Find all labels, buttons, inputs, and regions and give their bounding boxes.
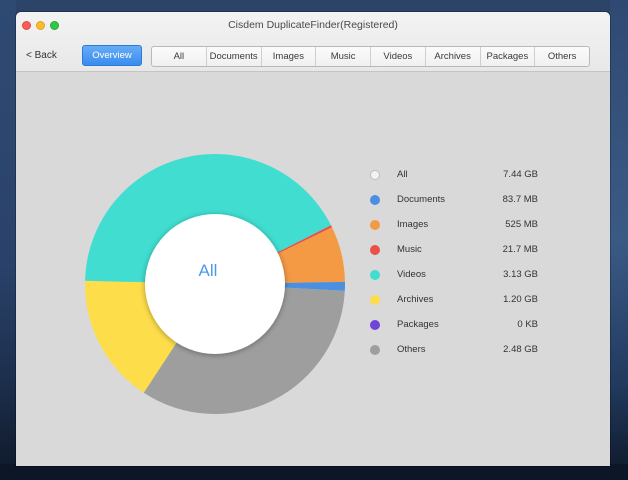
overview-button[interactable]: Overview bbox=[82, 45, 142, 66]
legend-swatch-others bbox=[370, 345, 380, 355]
back-button[interactable]: < Back bbox=[26, 50, 57, 61]
legend-row-images[interactable]: Images 525 MB bbox=[370, 218, 550, 243]
desktop-background-right bbox=[610, 0, 628, 480]
window-title: Cisdem DuplicateFinder(Registered) bbox=[228, 19, 398, 31]
desktop-background-bottom bbox=[0, 464, 628, 480]
legend-label: Images bbox=[397, 219, 429, 230]
legend-size: 3.13 GB bbox=[503, 269, 538, 280]
legend-label: All bbox=[397, 169, 408, 180]
legend-swatch-images bbox=[370, 220, 380, 230]
tab-music[interactable]: Music bbox=[316, 47, 371, 66]
legend-swatch-all bbox=[370, 170, 380, 180]
tab-others[interactable]: Others bbox=[547, 51, 577, 62]
tab-videos[interactable]: Videos bbox=[371, 47, 426, 66]
legend-label: Others bbox=[397, 344, 426, 355]
tab-images[interactable]: Images bbox=[262, 47, 317, 66]
legend-row-others[interactable]: Others 2.48 GB bbox=[370, 343, 550, 368]
maximize-window-button[interactable] bbox=[50, 21, 59, 30]
legend-label: Videos bbox=[397, 269, 426, 280]
donut-center-label: All bbox=[198, 261, 218, 280]
title-bar: Cisdem DuplicateFinder(Registered) < Bac… bbox=[16, 12, 610, 72]
size-legend: All 7.44 GB Documents 83.7 MB Images 525… bbox=[370, 168, 550, 368]
legend-label: Packages bbox=[397, 319, 439, 330]
close-window-button[interactable] bbox=[22, 21, 31, 30]
donut-center-hole bbox=[145, 214, 285, 354]
legend-size: 21.7 MB bbox=[502, 244, 538, 255]
legend-row-documents[interactable]: Documents 83.7 MB bbox=[370, 193, 550, 218]
tab-documents[interactable]: Documents bbox=[207, 47, 262, 66]
desktop-background-left bbox=[0, 0, 16, 480]
legend-swatch-videos bbox=[370, 270, 380, 280]
legend-size: 2.48 GB bbox=[503, 344, 538, 355]
legend-swatch-music bbox=[370, 245, 380, 255]
legend-swatch-packages bbox=[370, 320, 380, 330]
legend-size: 7.44 GB bbox=[503, 169, 538, 180]
tab-all[interactable]: All bbox=[152, 47, 207, 66]
size-donut-chart[interactable] bbox=[70, 139, 360, 429]
legend-row-music[interactable]: Music 21.7 MB bbox=[370, 243, 550, 268]
legend-row-packages[interactable]: Packages 0 KB bbox=[370, 318, 550, 343]
app-window: Cisdem DuplicateFinder(Registered) < Bac… bbox=[16, 12, 610, 466]
legend-label: Archives bbox=[397, 294, 434, 305]
legend-size: 0 KB bbox=[517, 319, 538, 330]
legend-swatch-archives bbox=[370, 295, 380, 305]
tab-packages[interactable]: Packages bbox=[481, 47, 536, 66]
legend-row-archives[interactable]: Archives 1.20 GB bbox=[370, 293, 550, 318]
legend-row-videos[interactable]: Videos 3.13 GB bbox=[370, 268, 550, 293]
legend-row-all[interactable]: All 7.44 GB bbox=[370, 168, 550, 193]
tab-archives[interactable]: Archives bbox=[426, 47, 481, 66]
legend-swatch-documents bbox=[370, 195, 380, 205]
legend-label: Documents bbox=[397, 194, 446, 205]
legend-size: 83.7 MB bbox=[502, 194, 538, 205]
overview-panel: All All 7.44 GB Documents 83.7 MB Images… bbox=[16, 72, 610, 466]
legend-size: 525 MB bbox=[505, 219, 538, 230]
minimize-window-button[interactable] bbox=[36, 21, 45, 30]
legend-size: 1.20 GB bbox=[503, 294, 538, 305]
category-tabs: All Documents Images Music Videos Archiv… bbox=[151, 46, 590, 67]
legend-label: Music bbox=[397, 244, 422, 255]
